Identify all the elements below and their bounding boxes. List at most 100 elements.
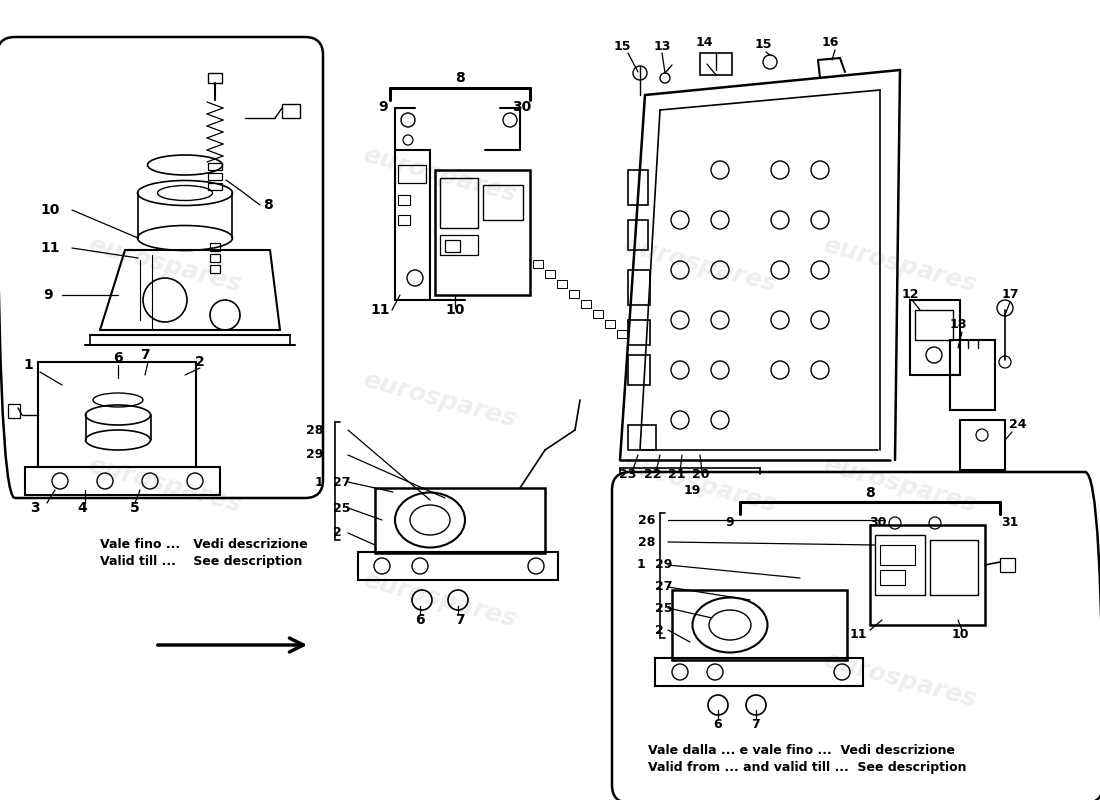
Text: 4: 4 (77, 501, 87, 515)
Bar (358, 552, 558, 580)
Text: eurospares: eurospares (361, 568, 519, 632)
Text: 10: 10 (446, 303, 464, 317)
Bar (617, 330, 627, 338)
Text: 8: 8 (865, 486, 874, 500)
Bar (208, 173, 222, 180)
Bar (654, 658, 864, 686)
Bar (628, 270, 650, 305)
Bar (534, 260, 543, 268)
Text: 18: 18 (949, 318, 967, 331)
Bar (870, 525, 984, 625)
Bar (208, 163, 222, 170)
Bar (544, 270, 556, 278)
Text: eurospares: eurospares (620, 233, 780, 297)
Text: 6: 6 (415, 613, 425, 627)
Text: 14: 14 (695, 35, 713, 49)
Text: 6: 6 (714, 718, 723, 731)
Bar (700, 53, 732, 75)
Text: 1: 1 (636, 558, 645, 571)
Text: 20: 20 (692, 469, 710, 482)
Bar (672, 590, 847, 660)
Bar (628, 355, 650, 385)
Bar (950, 340, 996, 410)
Bar (210, 243, 220, 251)
Text: 11: 11 (849, 629, 867, 642)
Text: 8: 8 (263, 198, 273, 212)
Bar (628, 320, 650, 345)
Bar (483, 185, 522, 220)
Text: 10: 10 (952, 629, 969, 642)
Bar (375, 488, 544, 553)
Text: 9: 9 (726, 515, 735, 529)
Text: 30: 30 (869, 515, 887, 529)
Text: 17: 17 (1001, 289, 1019, 302)
Text: 9: 9 (43, 288, 53, 302)
Bar (593, 310, 603, 318)
Bar (39, 362, 196, 467)
Text: eurospares: eurospares (361, 368, 519, 432)
Bar (434, 170, 530, 295)
Text: 26: 26 (638, 514, 654, 526)
Bar (628, 220, 648, 250)
Text: 19: 19 (683, 483, 701, 497)
Text: 24: 24 (1010, 418, 1026, 431)
Bar (557, 280, 566, 288)
Text: 13: 13 (653, 41, 671, 54)
Bar (628, 170, 648, 205)
Text: 7: 7 (751, 718, 760, 731)
Bar (398, 215, 410, 225)
Text: 15: 15 (755, 38, 772, 51)
Text: 28: 28 (638, 535, 654, 549)
Text: 12: 12 (901, 289, 918, 302)
Text: eurospares: eurospares (86, 233, 244, 297)
Text: 2: 2 (333, 526, 342, 539)
Text: 16: 16 (822, 37, 838, 50)
Text: 27: 27 (654, 581, 672, 594)
Bar (880, 570, 905, 585)
Text: 31: 31 (1001, 515, 1019, 529)
Text: 11: 11 (41, 241, 59, 255)
Bar (628, 425, 656, 450)
Bar (1000, 558, 1015, 572)
Bar (282, 104, 300, 118)
Bar (208, 183, 222, 190)
Text: 29: 29 (654, 558, 672, 571)
Bar (8, 404, 20, 418)
Text: 22: 22 (645, 469, 662, 482)
Text: eurospares: eurospares (821, 233, 979, 297)
Text: 29: 29 (306, 449, 323, 462)
Bar (398, 165, 426, 183)
Text: 28: 28 (306, 423, 323, 437)
Bar (210, 265, 220, 273)
Text: Valid from ... and valid till ...  See description: Valid from ... and valid till ... See de… (648, 762, 967, 774)
Text: 3: 3 (30, 501, 40, 515)
Text: 11: 11 (371, 303, 389, 317)
Text: 9: 9 (378, 100, 388, 114)
Bar (446, 240, 460, 252)
Bar (880, 545, 915, 565)
Text: 21: 21 (669, 469, 685, 482)
Text: 1: 1 (23, 358, 33, 372)
Bar (874, 535, 925, 595)
Bar (440, 178, 478, 228)
Text: 25: 25 (654, 602, 672, 614)
Bar (208, 73, 222, 83)
Bar (569, 290, 579, 298)
Text: 2: 2 (195, 355, 205, 369)
Text: 30: 30 (513, 100, 531, 114)
Bar (210, 254, 220, 262)
Text: 7: 7 (140, 348, 150, 362)
Text: Vale dalla ... e vale fino ...  Vedi descrizione: Vale dalla ... e vale fino ... Vedi desc… (648, 743, 955, 757)
Text: eurospares: eurospares (821, 453, 979, 517)
Bar (25, 467, 220, 495)
Bar (910, 300, 960, 375)
Text: 10: 10 (41, 203, 59, 217)
Text: 27: 27 (333, 475, 351, 489)
Bar (605, 320, 615, 328)
Text: Valid till ...    See description: Valid till ... See description (100, 555, 302, 569)
Text: 15: 15 (614, 41, 630, 54)
Bar (581, 300, 591, 308)
Bar (915, 310, 953, 340)
Text: 1: 1 (315, 475, 323, 489)
Text: eurospares: eurospares (620, 453, 780, 517)
